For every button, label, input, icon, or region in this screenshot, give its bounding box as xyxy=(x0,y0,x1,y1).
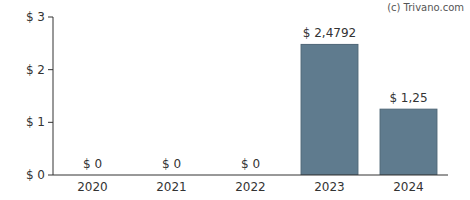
y-tick-label: $ 2 xyxy=(26,63,45,77)
data-label: $ 2,4792 xyxy=(303,26,356,40)
x-axis xyxy=(53,175,448,176)
data-label: $ 0 xyxy=(83,157,102,171)
chart-container: $ 0 $ 1 $ 2 $ 3 2020 2021 2022 2023 2024 $ 0 $ 0 $ … xyxy=(0,0,470,200)
y-tick xyxy=(48,122,53,123)
bar xyxy=(380,109,437,175)
bar xyxy=(301,44,358,175)
x-tick-label: 2020 xyxy=(77,180,108,194)
x-tick-label: 2023 xyxy=(314,180,345,194)
y-tick xyxy=(48,17,53,18)
x-tick-label: 2021 xyxy=(156,180,187,194)
y-tick-label: $ 1 xyxy=(26,115,45,129)
y-tick-label: $ 0 xyxy=(26,168,45,182)
bars xyxy=(301,44,437,175)
x-tick-label: 2022 xyxy=(235,180,266,194)
data-label: $ 1,25 xyxy=(389,91,427,105)
data-label: $ 0 xyxy=(162,157,181,171)
data-label: $ 0 xyxy=(241,157,260,171)
y-tick xyxy=(48,175,53,176)
y-tick xyxy=(48,69,53,70)
chart-svg: $ 0 $ 1 $ 2 $ 3 2020 2021 2022 2023 2024 $ 0 $ 0 $ … xyxy=(0,0,470,200)
y-tick-label: $ 3 xyxy=(26,10,45,24)
x-tick-label: 2024 xyxy=(393,180,424,194)
credit: (c) Trivano.com xyxy=(387,2,464,13)
y-axis xyxy=(53,17,54,175)
